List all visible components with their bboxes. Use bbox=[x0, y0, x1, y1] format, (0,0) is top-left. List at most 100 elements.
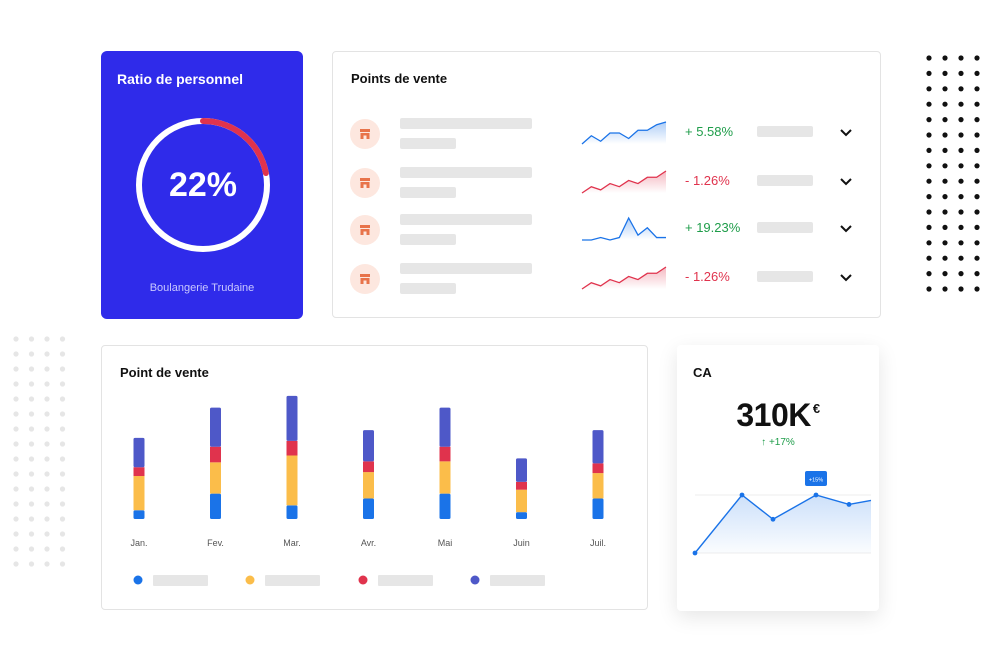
dot bbox=[44, 411, 50, 417]
ca-point bbox=[692, 550, 698, 556]
chevron-down-icon[interactable] bbox=[839, 271, 853, 285]
dot bbox=[942, 101, 948, 107]
dot bbox=[13, 336, 19, 342]
dot bbox=[974, 117, 980, 123]
dot bbox=[28, 351, 35, 357]
dot bbox=[942, 117, 948, 123]
dot bbox=[942, 286, 948, 292]
dot bbox=[13, 426, 19, 432]
chevron-down-icon[interactable] bbox=[839, 175, 853, 189]
dot bbox=[926, 86, 932, 92]
placeholder-name bbox=[400, 214, 532, 225]
bar-segment bbox=[439, 407, 451, 447]
bar-group bbox=[516, 458, 527, 519]
bar-segment bbox=[516, 512, 527, 519]
ratio-store-name: Boulangerie Trudaine bbox=[149, 282, 255, 294]
store-row[interactable]: - 1.26% bbox=[333, 261, 882, 301]
sparkline bbox=[581, 266, 667, 290]
dot bbox=[13, 531, 19, 537]
sparkline-area bbox=[582, 171, 666, 193]
legend-marker bbox=[133, 575, 143, 585]
dot bbox=[926, 55, 932, 61]
ca-badge bbox=[805, 471, 827, 486]
placeholder-sub bbox=[400, 234, 456, 245]
dot bbox=[942, 147, 948, 153]
dot bbox=[28, 426, 35, 432]
legend-placeholder bbox=[265, 575, 320, 586]
point-de-vente-title: Point de vente bbox=[120, 365, 209, 380]
dot bbox=[28, 531, 35, 537]
dot bbox=[974, 255, 980, 261]
dot bbox=[942, 86, 948, 92]
bar-segment bbox=[210, 462, 221, 494]
x-tick-label: Jan. bbox=[130, 538, 147, 548]
dot bbox=[28, 396, 35, 402]
bar-segment bbox=[516, 481, 527, 490]
chevron-down-icon[interactable] bbox=[839, 126, 853, 140]
bar-chart: Jan. Fev. Mar. Avr. Mai Juin Juil. bbox=[130, 395, 606, 586]
legend-placeholder bbox=[378, 575, 433, 586]
sparkline-line bbox=[581, 170, 667, 194]
bar-segment bbox=[210, 407, 221, 447]
ca-point bbox=[770, 516, 776, 522]
chevron-down-icon[interactable] bbox=[839, 222, 853, 236]
ca-card: CA 310K € ↑ +17% +15% bbox=[677, 345, 879, 611]
sparkline-line bbox=[581, 121, 667, 145]
dot bbox=[59, 501, 66, 507]
bar-segment bbox=[363, 461, 374, 473]
bar-segment bbox=[592, 498, 604, 519]
dot bbox=[44, 336, 50, 342]
dot bbox=[926, 178, 932, 184]
dot bbox=[59, 366, 66, 372]
placeholder-name bbox=[400, 167, 532, 178]
bar-segment bbox=[363, 472, 374, 499]
store-row[interactable]: + 19.23% bbox=[333, 212, 882, 252]
bar-segment bbox=[363, 498, 374, 519]
ca-point bbox=[739, 492, 745, 498]
ca-point bbox=[846, 502, 852, 507]
dot bbox=[59, 561, 66, 567]
bar-group bbox=[363, 430, 374, 519]
dot bbox=[59, 411, 66, 417]
ca-line bbox=[694, 494, 872, 554]
dot bbox=[974, 240, 980, 246]
dot bbox=[44, 456, 50, 462]
dot bbox=[926, 101, 932, 107]
legend-marker bbox=[470, 575, 480, 585]
legend-marker bbox=[358, 575, 368, 585]
dot bbox=[28, 411, 35, 417]
dot bbox=[958, 86, 964, 92]
dot bbox=[13, 396, 19, 402]
dot bbox=[958, 224, 964, 230]
dot bbox=[958, 101, 964, 107]
ca-line-chart: +15% bbox=[692, 471, 872, 556]
dot bbox=[28, 516, 35, 522]
dot bbox=[974, 101, 980, 107]
placeholder-value bbox=[757, 175, 813, 186]
ca-change: ↑ +17% bbox=[761, 437, 795, 448]
dot bbox=[974, 132, 980, 138]
dot bbox=[926, 163, 932, 169]
store-row[interactable]: + 5.58% bbox=[333, 116, 882, 156]
store-icon bbox=[350, 168, 380, 198]
placeholder-name bbox=[400, 118, 532, 129]
dot bbox=[974, 147, 980, 153]
bar-segment bbox=[516, 489, 527, 513]
dot bbox=[974, 86, 980, 92]
dot bbox=[13, 381, 19, 387]
dot bbox=[13, 441, 19, 447]
dot bbox=[958, 240, 964, 246]
bar-segment bbox=[592, 430, 604, 464]
dot bbox=[958, 147, 964, 153]
dot bbox=[958, 163, 964, 169]
ca-area bbox=[695, 495, 871, 553]
dot bbox=[13, 366, 19, 372]
store-icon bbox=[350, 119, 380, 149]
placeholder-name bbox=[400, 263, 532, 274]
bar-segment bbox=[286, 440, 298, 456]
store-row[interactable]: - 1.26% bbox=[333, 165, 882, 205]
change-percent: - 1.26% bbox=[685, 173, 730, 188]
dot bbox=[44, 471, 50, 477]
dot bbox=[974, 55, 980, 61]
bar-segment bbox=[133, 467, 145, 477]
